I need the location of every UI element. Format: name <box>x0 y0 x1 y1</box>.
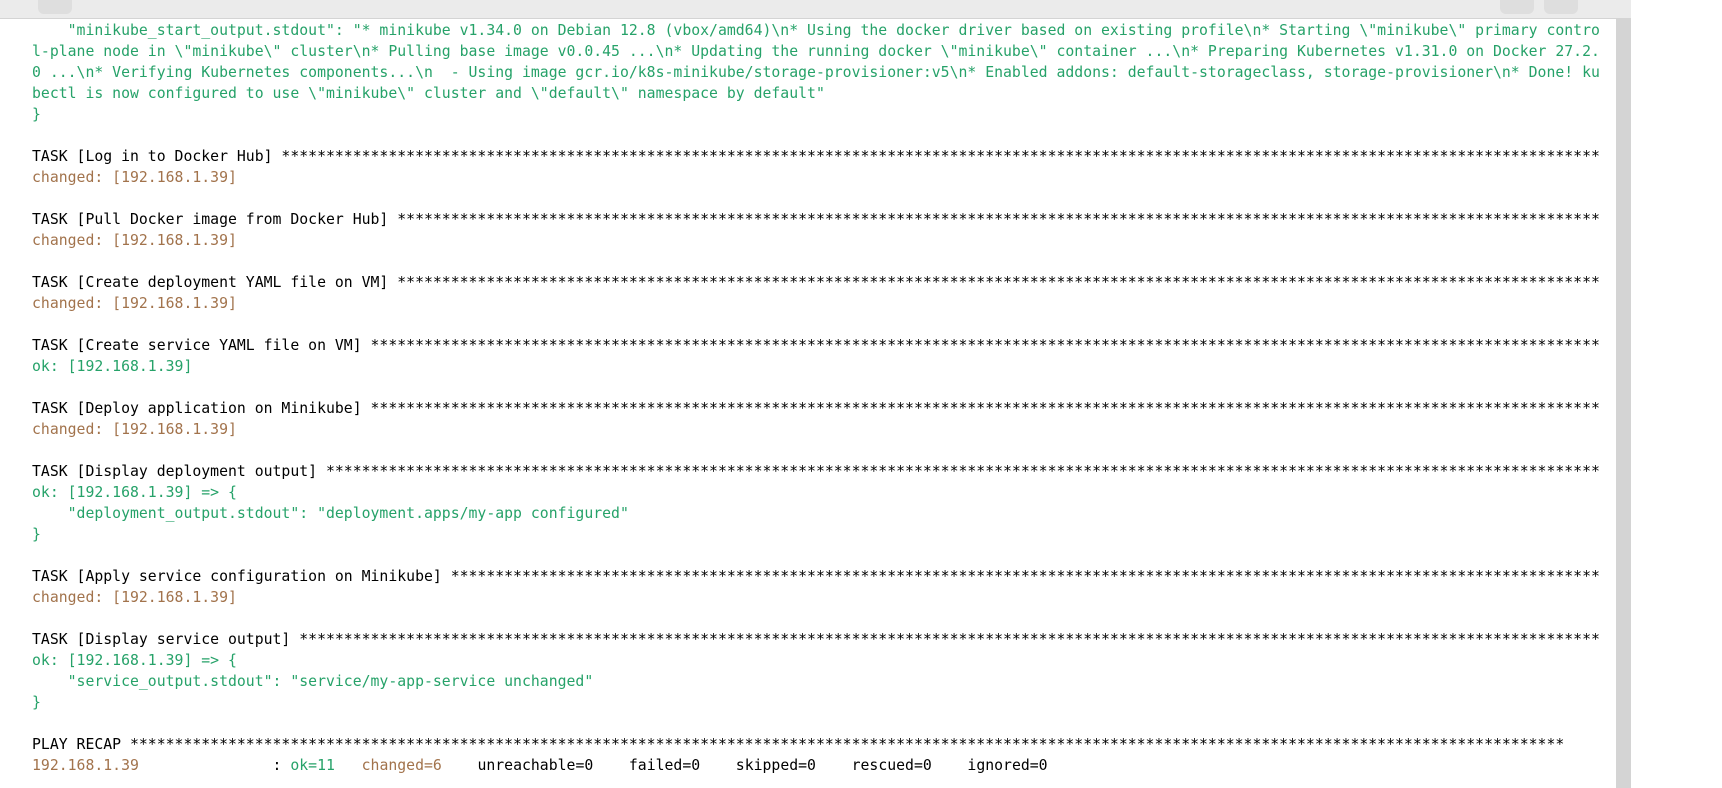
task-block: TASK [Create deployment YAML file on VM]… <box>32 272 1600 314</box>
output-line: changed: [192.168.1.39] <box>32 295 237 312</box>
output-line: } <box>32 694 41 711</box>
task-block: TASK [Display deployment output] *******… <box>32 461 1600 545</box>
task-block: PLAY RECAP *****************************… <box>32 734 1600 776</box>
task-block: TASK [Apply service configuration on Min… <box>32 566 1600 608</box>
output-line: TASK [Deploy application on Minikube] **… <box>32 400 1600 417</box>
output-line: changed: [192.168.1.39] <box>32 421 237 438</box>
output-line: TASK [Pull Docker image from Docker Hub]… <box>32 211 1600 228</box>
hamburger-button[interactable] <box>1544 0 1578 14</box>
terminal-output: "minikube_start_output.stdout": "* minik… <box>32 20 1600 776</box>
side-area <box>1631 0 1722 788</box>
output-line: TASK [Log in to Docker Hub] ************… <box>32 148 1600 165</box>
scrollbar[interactable] <box>1616 19 1631 788</box>
output-line: TASK [Display service output] **********… <box>32 631 1600 648</box>
output-line: l-plane node in \"minikube\" cluster\n* … <box>32 43 1600 60</box>
task-block: TASK [Display service output] **********… <box>32 629 1600 713</box>
output-line: } <box>32 526 41 543</box>
task-block: TASK [Pull Docker image from Docker Hub]… <box>32 209 1600 251</box>
output-line: "service_output.stdout": "service/my-app… <box>32 673 594 690</box>
output-line: ok: [192.168.1.39] => { <box>32 484 237 501</box>
output-line: bectl is now configured to use \"minikub… <box>32 85 825 102</box>
output-line: changed: [192.168.1.39] <box>32 589 237 606</box>
output-line: } <box>32 106 41 123</box>
terminal: "minikube_start_output.stdout": "* minik… <box>0 19 1614 788</box>
output-line: PLAY RECAP *****************************… <box>32 736 1565 753</box>
output-segment: unreachable=0 failed=0 skipped=0 rescued… <box>441 757 1048 774</box>
output-line: 192.168.1.39 : ok=11 changed=6 unreachab… <box>32 755 1600 776</box>
output-line: 0 ...\n* Verifying Kubernetes components… <box>32 64 1600 81</box>
task-block: TASK [Create service YAML file on VM] **… <box>32 335 1600 377</box>
output-line: TASK [Display deployment output] *******… <box>32 463 1600 480</box>
task-block: "minikube_start_output.stdout": "* minik… <box>32 20 1600 125</box>
menu-button[interactable] <box>38 0 72 14</box>
task-block: TASK [Log in to Docker Hub] ************… <box>32 146 1600 188</box>
output-line: changed: [192.168.1.39] <box>32 232 237 249</box>
output-line: TASK [Create deployment YAML file on VM]… <box>32 274 1600 291</box>
output-segment: 192.168.1.39 <box>32 757 139 774</box>
output-line: changed: [192.168.1.39] <box>32 169 237 186</box>
output-line: "deployment_output.stdout": "deployment.… <box>32 505 629 522</box>
output-segment: ok=11 <box>290 757 335 774</box>
task-block: TASK [Deploy application on Minikube] **… <box>32 398 1600 440</box>
search-button[interactable] <box>1500 0 1534 14</box>
output-segment: : <box>138 757 291 774</box>
output-line: TASK [Apply service configuration on Min… <box>32 568 1600 585</box>
output-line: TASK [Create service YAML file on VM] **… <box>32 337 1600 354</box>
output-line: ok: [192.168.1.39] <box>32 358 193 375</box>
output-line: "minikube_start_output.stdout": "* minik… <box>32 22 1600 39</box>
title-bar <box>0 0 1631 19</box>
output-line: ok: [192.168.1.39] => { <box>32 652 237 669</box>
output-segment: changed=6 <box>334 757 442 774</box>
